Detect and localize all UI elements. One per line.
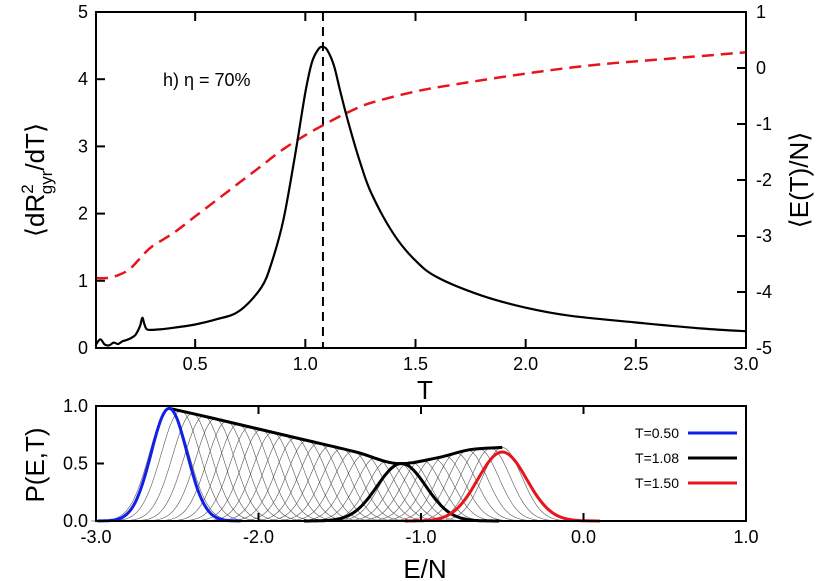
top-left-y-tick-label: 3	[78, 136, 88, 156]
top-x-tick-label: 2.0	[513, 354, 538, 374]
top-right-y-tick-label: -2	[756, 170, 772, 190]
bottom-y-tick-label: 1.0	[63, 396, 88, 416]
energy-distribution-curve	[137, 418, 294, 522]
top-left-y-tick-label: 4	[78, 69, 88, 89]
top-plot-frame	[95, 11, 747, 349]
top-left-y-tick-label: 2	[78, 204, 88, 224]
bottom-x-tick-label: -1.0	[405, 527, 436, 547]
energy-distribution-curve	[366, 455, 523, 522]
top-panel: 0.5 1.0 1.5 2.0 2.5 3.0 0 1 2 3 4 5 -5 -4 -3 -2 -1 0 1 h) …	[18, 2, 814, 405]
top-right-y-tick-label: -1	[756, 114, 772, 134]
bottom-y-tick-label: 0.0	[63, 511, 88, 531]
legend: T=0.50 T=1.08 T=1.50	[635, 425, 737, 491]
bottom-y-tick-label: 0.5	[63, 454, 88, 474]
top-x-axis-label: T	[417, 375, 433, 405]
top-right-y-tick-label: 1	[756, 2, 766, 22]
bottom-x-tick-label: 1.0	[733, 527, 758, 547]
top-right-y-tick-label: -4	[756, 282, 772, 302]
gyration-derivative-series-line	[95, 45, 747, 347]
energy-distribution-curve	[91, 407, 248, 522]
top-annotation: h) η = 70%	[163, 70, 251, 90]
bottom-y-axis-label: P(E,T)	[20, 427, 50, 502]
top-right-y-tick-label: -5	[756, 338, 772, 358]
top-right-y-tick-label: -3	[756, 226, 772, 246]
bottom-x-axis-label: E/N	[403, 554, 446, 581]
energy-distribution-curve	[148, 421, 305, 522]
top-left-y-tick-label: 1	[78, 271, 88, 291]
top-left-y-tick-label: 5	[78, 2, 88, 22]
energy-series-line	[95, 51, 747, 280]
bottom-x-tick-label: -3.0	[80, 527, 111, 547]
top-x-tick-label: 1.0	[293, 354, 318, 374]
energy-distribution-curve	[263, 448, 420, 522]
top-left-y-axis-label: ⟨dR2gyr/dT⟩	[18, 123, 56, 237]
top-x-tick-label: 2.5	[623, 354, 648, 374]
energy-distribution-curve	[286, 454, 443, 522]
top-x-tick-label: 3.0	[733, 354, 758, 374]
distribution-t050-line	[97, 406, 241, 523]
distribution-t150-line	[404, 450, 600, 523]
bottom-x-tick-label: 0.0	[571, 527, 596, 547]
distribution-envelope-line	[168, 406, 503, 466]
energy-distribution-curve	[355, 457, 512, 522]
legend-label-t150: T=1.50	[635, 475, 679, 491]
top-x-tick-label: 1.5	[403, 354, 428, 374]
legend-label-t050: T=0.50	[635, 425, 679, 441]
bottom-x-tick-label: -2.0	[243, 527, 274, 547]
legend-label-t108: T=1.08	[635, 450, 679, 466]
energy-distribution-curve	[240, 442, 397, 522]
top-right-y-axis-label: ⟨E(T)/N⟩	[784, 132, 814, 229]
top-x-tick-label: 0.5	[183, 354, 208, 374]
energy-distribution-curve	[251, 445, 408, 522]
top-left-y-tick-label: 0	[78, 338, 88, 358]
bottom-panel: -3.0 -2.0 -1.0 0.0 1.0 0.0 0.5 1.0 T=0.50 T=1.08…	[20, 396, 759, 581]
top-right-y-tick-label: 0	[756, 58, 766, 78]
distribution-t108-line	[304, 461, 499, 523]
